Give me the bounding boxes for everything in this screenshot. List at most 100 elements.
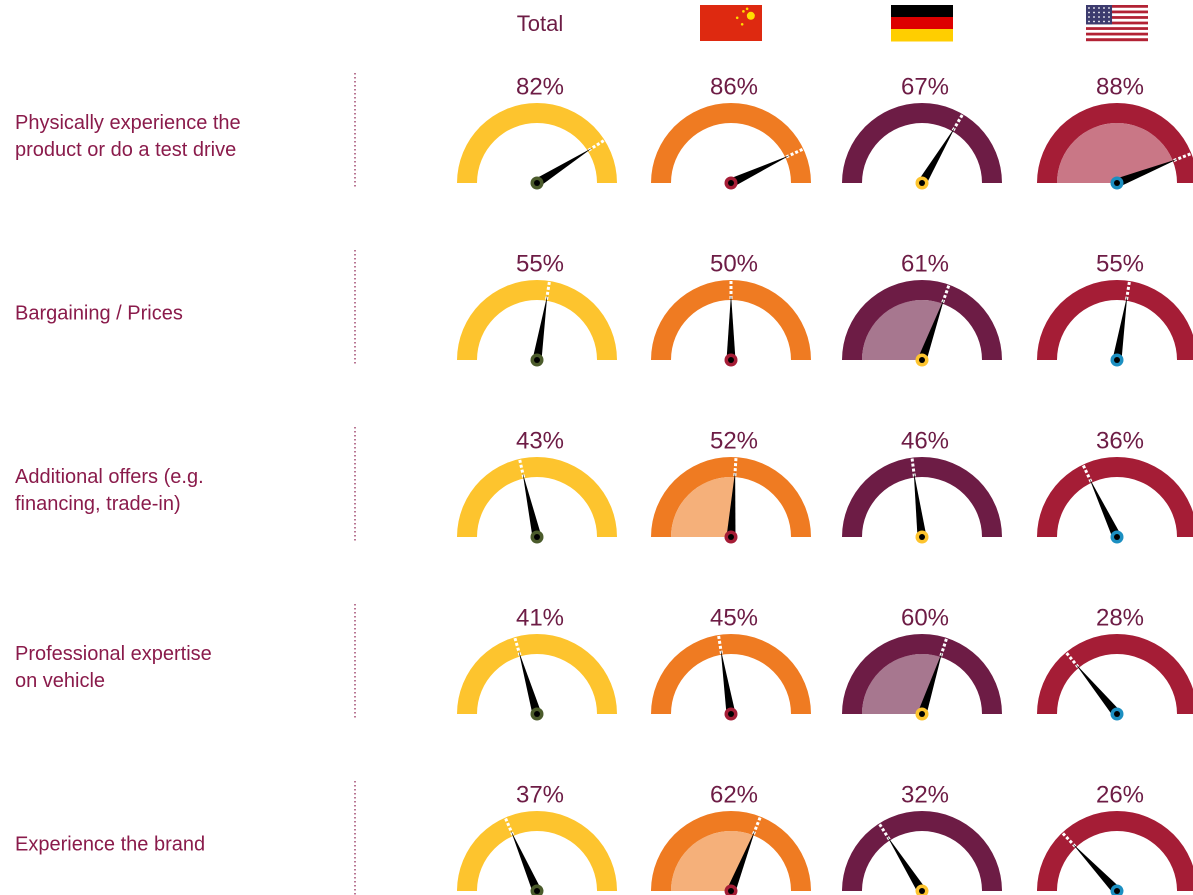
gauge-arc [842, 103, 1002, 183]
gauge-fill-tint [1057, 122, 1173, 183]
flag-stripe [1086, 18, 1148, 22]
flag-star [745, 7, 749, 11]
flag-star [1103, 16, 1105, 18]
gauge-arc [842, 811, 1002, 891]
row-label: Bargaining / Prices [15, 302, 183, 324]
flag-star [1088, 11, 1090, 14]
gauge-arc [651, 103, 811, 183]
pivot-center [1114, 888, 1120, 894]
flag-star [1108, 16, 1110, 18]
gauge-arc [651, 457, 811, 537]
flag-star [1093, 7, 1095, 9]
gauge-arc [842, 634, 1002, 714]
gauge-arc [457, 811, 617, 891]
flag-stripe [891, 17, 953, 30]
pivot-center [534, 534, 540, 540]
pivot-center [534, 180, 540, 186]
value-label: 43% [516, 427, 564, 454]
value-label: 50% [710, 250, 758, 277]
flag-star [1093, 11, 1095, 14]
pivot-center [919, 711, 925, 717]
needle [726, 471, 736, 538]
gauge-arc [842, 280, 1002, 360]
gauge-arc [651, 634, 811, 714]
value-label: 86% [710, 73, 758, 100]
flag-stripe [1086, 24, 1148, 28]
flag-stripe [1086, 5, 1148, 8]
gauge-arc [457, 457, 617, 537]
needle [1115, 158, 1179, 188]
gauge-arc [1037, 457, 1193, 537]
gauge-arc [1037, 103, 1193, 183]
value-label: 32% [901, 781, 949, 808]
flag-star [1103, 7, 1105, 9]
flag-star [1108, 20, 1110, 23]
needle [913, 471, 927, 538]
pivot-center [534, 357, 540, 363]
value-label: 28% [1096, 604, 1144, 631]
needle [1112, 294, 1128, 361]
flag-stripe [1086, 16, 1148, 20]
needle [518, 650, 542, 716]
flag-stripe [1086, 21, 1148, 25]
flag-star [735, 16, 739, 20]
value-label: 52% [710, 427, 758, 454]
flag-stripe [1086, 29, 1148, 33]
flag-star [1088, 7, 1090, 9]
gauge-arc [651, 280, 811, 360]
gauge-arc [457, 280, 617, 360]
flag-star [1098, 16, 1100, 18]
row-label: Additional offers (e.g. [15, 466, 204, 488]
pivot-center [534, 711, 540, 717]
value-label: 46% [901, 427, 949, 454]
needle [1088, 477, 1122, 539]
flag-canton [1086, 5, 1113, 25]
gauge-arc [842, 457, 1002, 537]
row-label: Professional expertise [15, 643, 212, 665]
pivot-center [1114, 180, 1120, 186]
flag-stripe [1086, 32, 1148, 36]
flag-stripe [1086, 27, 1148, 31]
flag-star [1088, 16, 1090, 18]
flag-star [1098, 20, 1100, 23]
value-label: 88% [1096, 73, 1144, 100]
needle [726, 294, 736, 360]
pivot-center [1114, 357, 1120, 363]
flag-stripe [1086, 7, 1148, 11]
pivot-center [1114, 711, 1120, 717]
pivot-center [728, 357, 734, 363]
value-label: 36% [1096, 427, 1144, 454]
flag-stripe [891, 29, 953, 42]
row-label: Physically experience the [15, 112, 241, 134]
gauge-arc [1037, 811, 1193, 891]
gauge-tick [951, 114, 964, 132]
gauge-fill-tint [671, 477, 735, 537]
pivot-center [1114, 534, 1120, 540]
flag-star [740, 22, 744, 26]
needle [918, 126, 956, 186]
value-label: 45% [710, 604, 758, 631]
pivot-center [919, 888, 925, 894]
flag-stripe [1086, 10, 1148, 14]
gauge-arc [1037, 634, 1193, 714]
gauge-arc [457, 103, 617, 183]
value-label: 55% [516, 250, 564, 277]
flag-china [700, 5, 762, 41]
column-header: Total [517, 11, 563, 36]
flag-star [1098, 11, 1100, 14]
flag-star [1108, 11, 1110, 14]
gauge-tick [1061, 832, 1077, 848]
needle [726, 829, 756, 893]
flag-star [1088, 20, 1090, 23]
pivot-center [919, 180, 925, 186]
gauge-tick [504, 817, 515, 836]
needle [729, 154, 791, 188]
value-label: 61% [901, 250, 949, 277]
value-label: 55% [1096, 250, 1144, 277]
value-label: 67% [901, 73, 949, 100]
row-label: financing, trade-in) [15, 493, 181, 515]
value-label: 82% [516, 73, 564, 100]
flag-star [1108, 7, 1110, 9]
pivot-center [534, 888, 540, 894]
value-label: 62% [710, 781, 758, 808]
